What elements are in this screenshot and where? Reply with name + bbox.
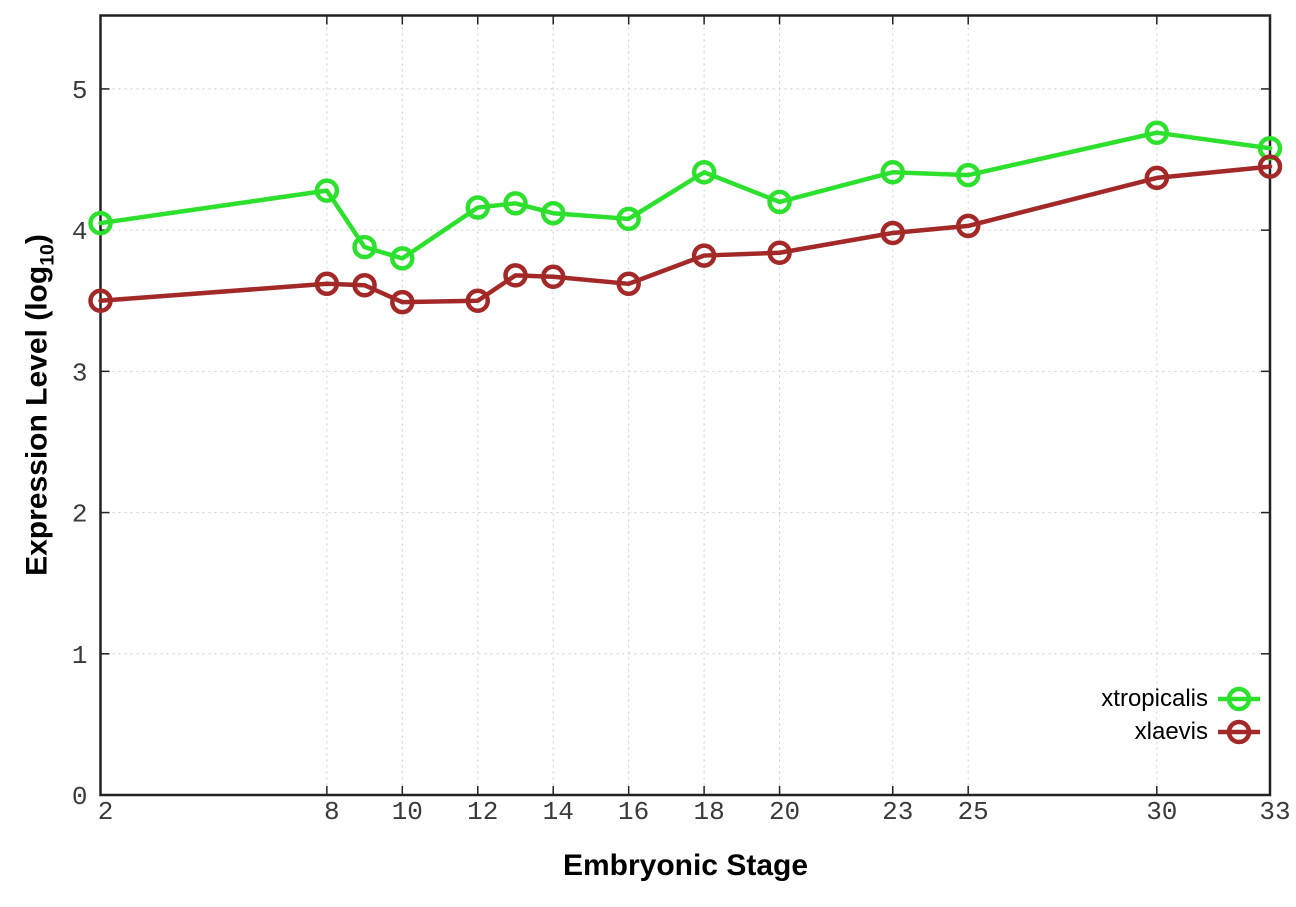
data-point-marker-xtropicalis <box>314 178 340 203</box>
data-point-marker-xlaevis <box>352 272 377 298</box>
data-point-marker-xtropicalis <box>352 234 377 260</box>
y-tick-label: 1 <box>72 641 88 671</box>
legend-label: xlaevis <box>1134 717 1208 745</box>
data-point-marker-xlaevis <box>616 271 641 297</box>
x-tick-label: 33 <box>1259 797 1290 827</box>
y-tick-label: 5 <box>72 76 88 106</box>
x-tick-label: 20 <box>769 797 800 827</box>
y-tick-label: 3 <box>72 358 88 388</box>
x-axis-title: Embryonic Stage <box>562 849 809 882</box>
x-tick-label: 10 <box>392 797 423 827</box>
chart-legend: xtropicalis xlaevis <box>1101 682 1260 748</box>
y-axis-title-close: ) <box>20 234 54 245</box>
data-point-marker-xtropicalis <box>390 246 415 271</box>
x-tick-label: 16 <box>618 797 649 827</box>
legend-label: xtropicalis <box>1101 684 1208 712</box>
y-tick-label: 0 <box>72 782 88 812</box>
x-tick-label: 2 <box>98 797 114 827</box>
x-tick-label: 8 <box>324 797 340 827</box>
data-point-marker-xtropicalis <box>767 189 792 215</box>
data-point-marker-xlaevis <box>88 288 113 314</box>
series-line-xlaevis <box>98 164 1273 305</box>
data-point-marker-xlaevis <box>880 220 905 246</box>
x-tick-label: 12 <box>467 797 498 827</box>
data-point-marker-xlaevis <box>767 240 792 265</box>
data-point-marker-xtropicalis <box>955 162 981 188</box>
legend-marker-icon <box>1218 719 1260 744</box>
data-point-marker-xlaevis <box>691 243 717 268</box>
x-tick-label: 30 <box>1146 797 1177 827</box>
legend-item-xtropicalis: xtropicalis <box>1101 682 1260 715</box>
data-point-marker-xtropicalis <box>88 210 113 236</box>
x-tick-label: 14 <box>543 797 574 827</box>
y-axis-title-subscript: 10 <box>36 244 59 266</box>
data-point-marker-xtropicalis <box>1144 120 1170 145</box>
data-point-marker-xlaevis <box>1257 154 1283 179</box>
data-point-marker-xlaevis <box>465 288 491 314</box>
data-point-marker-xlaevis <box>1144 165 1170 191</box>
plot-border <box>99 14 1272 797</box>
data-point-marker-xtropicalis <box>540 200 566 226</box>
data-point-marker-xtropicalis <box>880 159 905 185</box>
y-tick-label: 4 <box>72 217 88 247</box>
x-tick-label: 25 <box>958 797 989 827</box>
data-point-marker-xtropicalis <box>616 206 641 232</box>
data-point-marker-xlaevis <box>503 263 528 288</box>
legend-item-xlaevis: xlaevis <box>1101 715 1260 748</box>
data-point-marker-xtropicalis <box>691 159 717 185</box>
data-point-marker-xlaevis <box>314 271 340 297</box>
y-tick-label: 2 <box>72 500 88 530</box>
y-axis-title: Expression Level (log10) <box>21 234 60 576</box>
legend-marker-icon <box>1218 686 1260 711</box>
data-point-marker-xlaevis <box>540 264 566 289</box>
series-line-xtropicalis <box>98 130 1273 261</box>
data-point-marker-xtropicalis <box>465 195 491 220</box>
y-axis-title-text: Expression Level (log <box>20 265 54 576</box>
data-point-marker-xlaevis <box>955 213 981 239</box>
data-point-marker-xlaevis <box>390 289 415 315</box>
x-tick-label: 18 <box>694 797 725 827</box>
data-point-marker-xtropicalis <box>503 191 528 216</box>
x-tick-label: 23 <box>882 797 913 827</box>
